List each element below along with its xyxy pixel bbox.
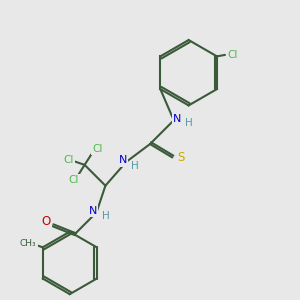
Text: S: S xyxy=(177,151,184,164)
Text: H: H xyxy=(102,211,110,221)
Text: H: H xyxy=(131,161,139,171)
Text: Cl: Cl xyxy=(92,143,102,154)
Text: CH₃: CH₃ xyxy=(20,239,36,248)
Text: N: N xyxy=(118,155,127,165)
Text: Cl: Cl xyxy=(227,50,238,60)
Text: N: N xyxy=(89,206,97,216)
Text: O: O xyxy=(41,215,51,228)
Text: H: H xyxy=(185,118,193,128)
Text: N: N xyxy=(173,114,182,124)
Text: Cl: Cl xyxy=(63,154,74,164)
Text: Cl: Cl xyxy=(68,175,79,185)
